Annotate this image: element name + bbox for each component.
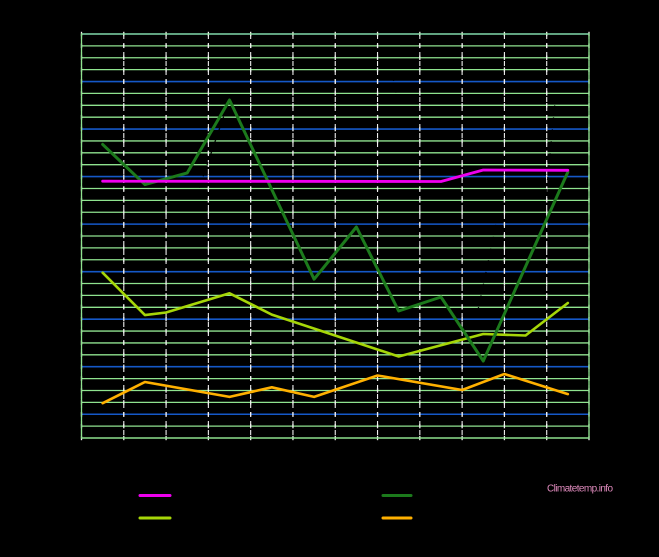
svg-text:Climatetemp.info: Climatetemp.info bbox=[547, 484, 613, 495]
